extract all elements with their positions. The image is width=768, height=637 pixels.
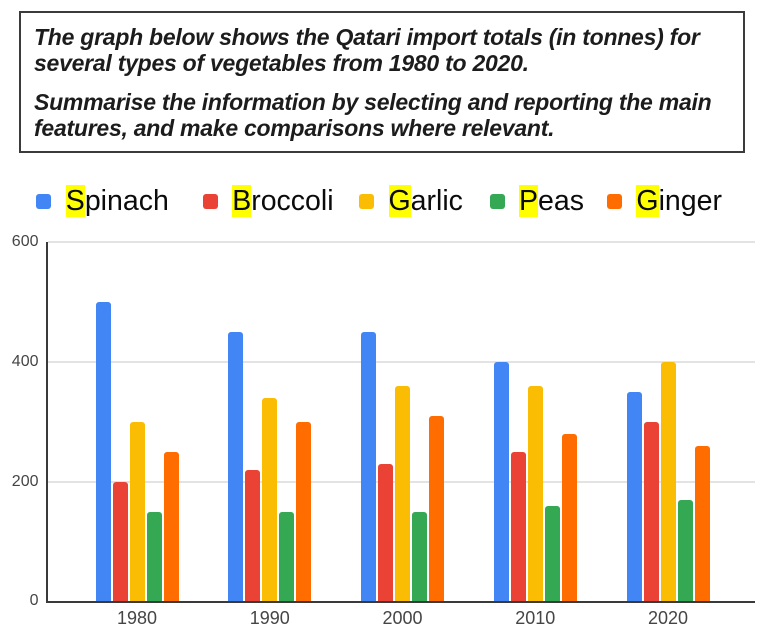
bar-garlic-1980	[129, 422, 145, 603]
bar-peas-2000	[412, 512, 427, 603]
x-axis-label-1980: 1980	[116, 608, 158, 628]
bar-broccoli-2000	[378, 464, 393, 603]
bar-ginger-2010	[561, 434, 577, 603]
legend-marker-broccoli	[202, 194, 218, 209]
legend-item-peas: Peas	[489, 183, 584, 219]
x-axis-label-2020: 2020	[647, 608, 689, 628]
gridline-600	[48, 241, 755, 243]
task-paragraph-2: Summarise the information by selecting a…	[34, 89, 712, 141]
legend-item-garlic: Garlic	[359, 183, 463, 219]
bar-broccoli-1990	[245, 470, 261, 603]
bar-garlic-2010	[527, 386, 543, 603]
legend-marker-peas	[489, 194, 505, 209]
bar-broccoli-1980	[112, 482, 128, 603]
x-axis-label-2000: 2000	[382, 608, 423, 628]
bar-broccoli-2020	[643, 422, 659, 603]
bar-spinach-1990	[228, 332, 244, 603]
legend-marker-garlic	[359, 194, 374, 209]
legend-label-highlight: G	[636, 185, 659, 217]
bar-peas-2020	[677, 500, 693, 603]
task-prompt-box: The graph below shows the Qatari import …	[19, 11, 745, 153]
bar-ginger-1980	[163, 452, 179, 603]
x-axis-label-2010: 2010	[515, 608, 556, 628]
x-axis-label-1990: 1990	[249, 608, 290, 628]
x-axis-line	[46, 601, 755, 603]
legend-item-spinach: Spinach	[36, 183, 169, 219]
y-axis-line	[46, 242, 48, 603]
legend-label-highlight: B	[232, 185, 252, 217]
bar-spinach-2000	[361, 332, 376, 603]
bar-spinach-2010	[493, 362, 509, 603]
legend-label-peas: Peas	[519, 185, 584, 217]
legend-label-highlight: G	[388, 185, 411, 217]
legend-marker-spinach	[36, 194, 52, 209]
bar-garlic-2000	[395, 386, 410, 603]
bar-ginger-2000	[429, 416, 444, 603]
y-axis-label-200: 200	[11, 473, 39, 491]
bar-peas-2010	[544, 506, 560, 603]
legend-marker-ginger	[606, 194, 622, 209]
legend-label-garlic: Garlic	[388, 185, 463, 217]
legend-label-broccoli: Broccoli	[232, 185, 334, 217]
bar-garlic-2020	[660, 362, 676, 603]
y-axis-label-400: 400	[11, 353, 39, 371]
legend-label-highlight: P	[519, 185, 539, 217]
legend-item-ginger: Ginger	[606, 183, 722, 219]
bar-peas-1980	[146, 512, 162, 603]
legend-label-ginger: Ginger	[636, 185, 722, 217]
legend-label-spinach: Spinach	[65, 185, 169, 217]
bar-spinach-1980	[95, 302, 111, 603]
bar-spinach-2020	[626, 392, 642, 603]
y-axis-label-600: 600	[11, 233, 39, 250]
task-paragraph-1: The graph below shows the Qatari import …	[34, 24, 700, 76]
y-axis-label-0: 0	[29, 592, 39, 609]
bar-broccoli-2010	[510, 452, 526, 603]
bar-garlic-1990	[262, 398, 278, 603]
bar-ginger-1990	[296, 422, 312, 603]
bar-ginger-2020	[694, 446, 710, 603]
legend-label-highlight: S	[65, 185, 85, 217]
gridline-400	[48, 361, 755, 364]
bar-peas-1990	[279, 512, 295, 603]
chart-legend: Spinach Broccoli Garlic Peas Ginger	[0, 183, 768, 219]
legend-item-broccoli: Broccoli	[202, 183, 334, 219]
